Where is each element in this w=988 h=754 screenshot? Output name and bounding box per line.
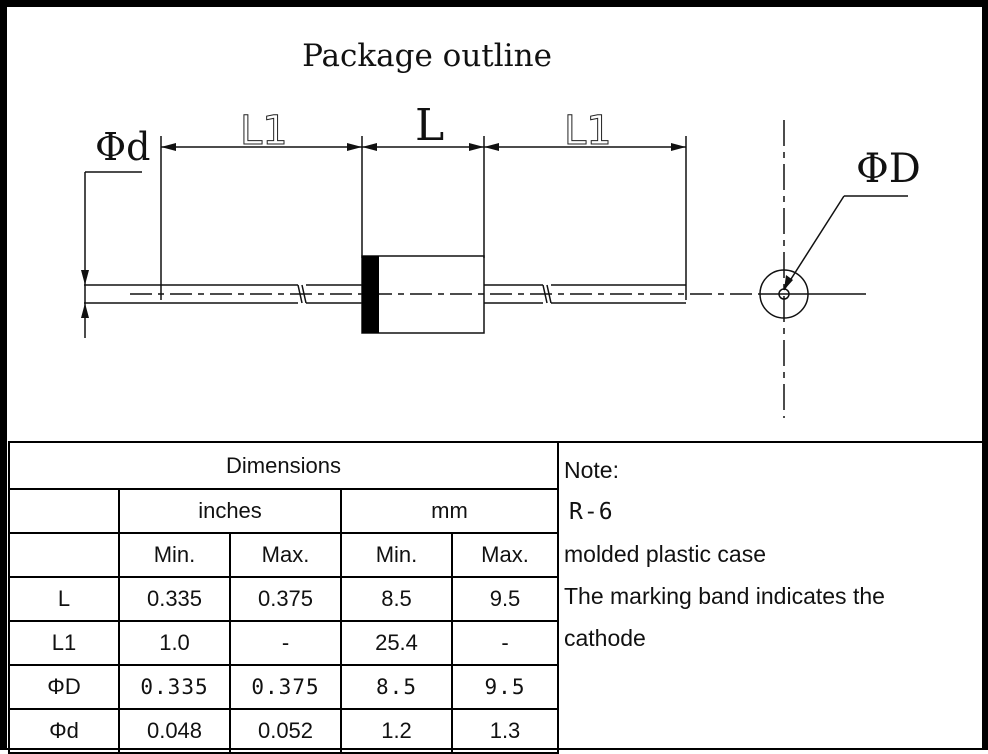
table-title: Dimensions xyxy=(8,441,559,490)
note-line: molded plastic case xyxy=(564,541,766,567)
table-cell: 25.4 xyxy=(340,620,453,666)
table-cell: 1.2 xyxy=(340,708,453,754)
table-cell: 1.0 xyxy=(118,620,231,666)
diode-side-view xyxy=(84,255,760,334)
body-diameter-label: ΦD xyxy=(856,146,921,192)
table-cell: - xyxy=(229,620,342,666)
table-cell: 0.048 xyxy=(118,708,231,754)
body-length-label: L xyxy=(415,100,444,151)
table-corner-cell xyxy=(8,488,120,534)
table-cell: 9.5 xyxy=(451,576,559,622)
note-panel: Note: R-6 molded plastic case The markin… xyxy=(557,441,982,748)
table-row: L1 1.0 - 25.4 - xyxy=(8,620,559,666)
table-cell: - xyxy=(451,620,559,666)
diode-end-view xyxy=(759,120,866,418)
row-label: ΦD xyxy=(8,664,120,710)
table-cell: 0.052 xyxy=(229,708,342,754)
package-outline-drawing: Package outline Φd L1 L L1 ΦD xyxy=(81,38,921,418)
column-header: Max. xyxy=(229,532,342,578)
note-line: cathode xyxy=(564,625,646,651)
dimensions-table: Dimensions inches mm Min. Max. Min. Max.… xyxy=(8,441,559,754)
cathode-band xyxy=(362,256,379,333)
table-cell: 0.375 xyxy=(229,664,342,710)
column-header: Min. xyxy=(340,532,453,578)
table-cell: 8.5 xyxy=(340,664,453,710)
column-header: Max. xyxy=(451,532,559,578)
table-cell: 9.5 xyxy=(451,664,559,710)
note-heading: Note: xyxy=(564,457,619,483)
row-label: Φd xyxy=(8,708,120,754)
table-cell: 1.3 xyxy=(451,708,559,754)
table-cell: 0.335 xyxy=(118,576,231,622)
dimension-lines xyxy=(84,136,908,338)
drawing-title: Package outline xyxy=(302,38,552,74)
note-line: The marking band indicates the xyxy=(564,583,885,609)
table-cell: 0.375 xyxy=(229,576,342,622)
unit-header-mm: mm xyxy=(340,488,559,534)
table-row: Φd 0.048 0.052 1.2 1.3 xyxy=(8,708,559,754)
row-label: L xyxy=(8,576,120,622)
table-row: L 0.335 0.375 8.5 9.5 xyxy=(8,576,559,622)
package-code: R-6 xyxy=(569,499,614,525)
table-row: ΦD 0.335 0.375 8.5 9.5 xyxy=(8,664,559,710)
arrowheads xyxy=(81,143,793,318)
table-cell: 0.335 xyxy=(118,664,231,710)
unit-header-inches: inches xyxy=(118,488,342,534)
lead-diameter-label: Φd xyxy=(95,125,150,169)
column-header: Min. xyxy=(118,532,231,578)
table-cell: 8.5 xyxy=(340,576,453,622)
row-label: L1 xyxy=(8,620,120,666)
table-corner-cell xyxy=(8,532,120,578)
